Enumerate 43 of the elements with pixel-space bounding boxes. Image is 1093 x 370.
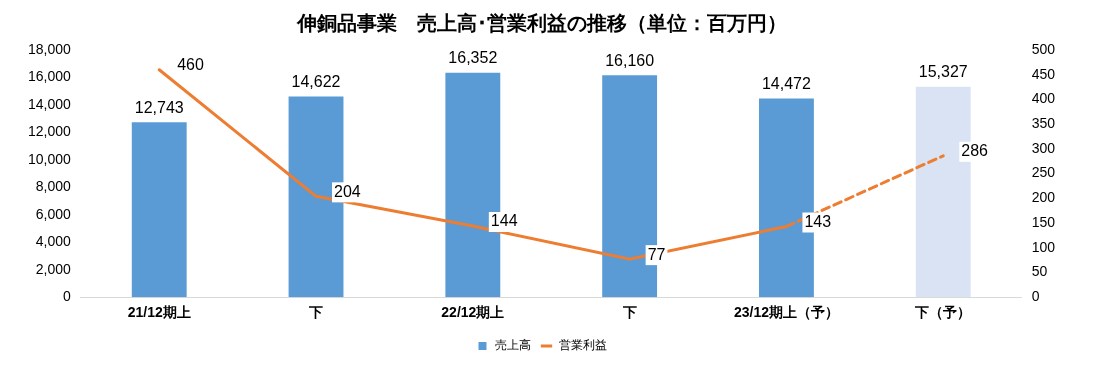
- y-tick-label: 12,000: [27, 123, 72, 140]
- data-label: 460: [177, 56, 205, 74]
- y-tick-label: 0: [63, 288, 72, 305]
- x-tick-label: 22/12期上: [441, 304, 505, 321]
- y2-tick-label: 300: [1031, 139, 1056, 156]
- x-tick-label: 下: [621, 304, 637, 321]
- data-label: 143: [804, 212, 832, 230]
- data-label: 15,327: [918, 63, 968, 81]
- data-label: 14,472: [761, 74, 812, 92]
- data-label: 16,160: [605, 51, 655, 69]
- data-label: 77: [647, 245, 666, 263]
- y-tick-label: 4,000: [35, 233, 72, 250]
- data-label: 286: [961, 142, 989, 160]
- legend-label: 営業利益: [558, 338, 607, 353]
- y-tick-label: 10,000: [27, 150, 72, 167]
- x-tick-label: 23/12期上（予）: [733, 304, 839, 321]
- y2-tick-label: 0: [1031, 288, 1040, 305]
- y-tick-label: 18,000: [27, 40, 72, 57]
- data-label: 144: [490, 212, 518, 230]
- data-label: 16,352: [448, 49, 498, 67]
- data-label: 204: [334, 182, 361, 200]
- y-tick-label: 14,000: [27, 95, 72, 112]
- data-label: 14,622: [291, 72, 341, 90]
- y2-tick-label: 50: [1031, 263, 1048, 280]
- bar: [131, 122, 187, 298]
- y2-tick-label: 350: [1031, 115, 1056, 132]
- data-label: 12,743: [134, 98, 184, 116]
- y2-tick-label: 100: [1031, 238, 1056, 255]
- y-tick-label: 8,000: [35, 178, 72, 195]
- x-tick-label: 下（予）: [914, 304, 972, 321]
- legend-label: 売上高: [494, 338, 531, 353]
- y2-tick-label: 150: [1031, 213, 1056, 230]
- y2-tick-label: 250: [1031, 164, 1056, 181]
- x-tick-label: 下: [308, 304, 324, 321]
- x-tick-label: 21/12期上: [127, 304, 191, 321]
- y2-tick-label: 450: [1031, 65, 1056, 82]
- y2-tick-label: 400: [1031, 90, 1056, 107]
- y-tick-label: 2,000: [35, 260, 72, 277]
- chart-title: 伸銅品事業 売上高･営業利益の推移（単位：百万円）: [295, 11, 787, 34]
- y-tick-label: 6,000: [35, 205, 72, 222]
- y-tick-label: 16,000: [27, 68, 72, 85]
- y2-tick-label: 200: [1031, 189, 1056, 206]
- y2-tick-label: 500: [1031, 40, 1056, 57]
